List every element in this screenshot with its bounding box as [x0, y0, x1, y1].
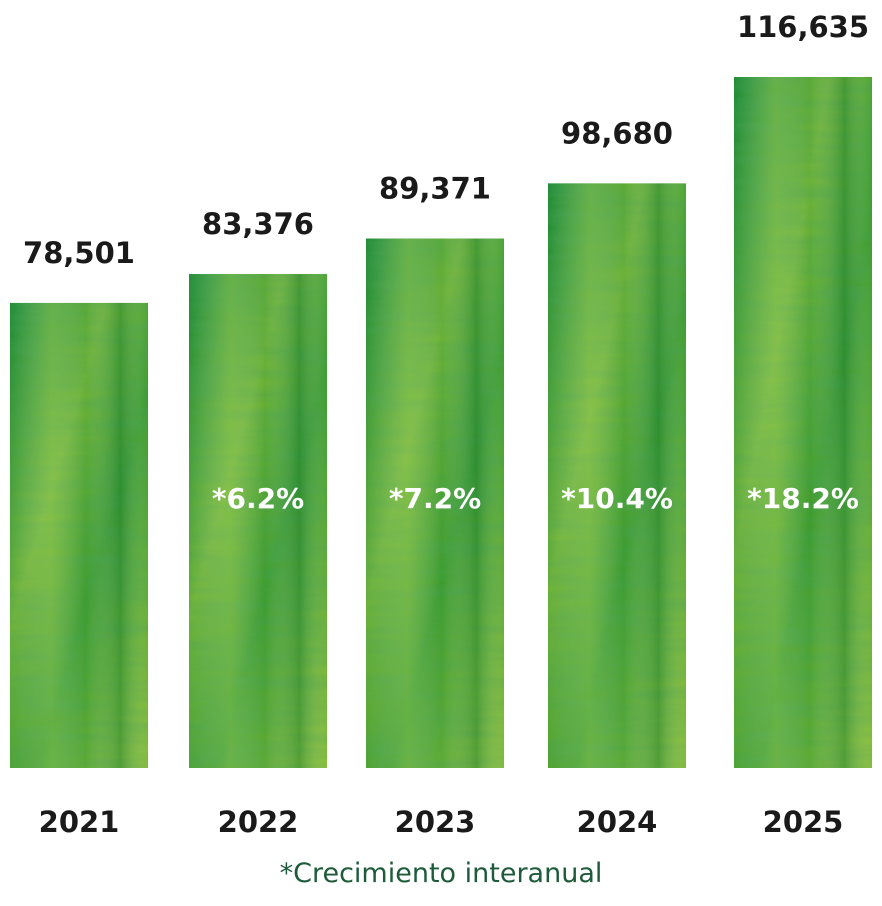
bar-2023 — [366, 238, 504, 769]
bar-texture — [548, 183, 686, 768]
growth-label: *18.2% — [747, 482, 859, 515]
growth-label: *6.2% — [212, 482, 304, 515]
category-label: 2024 — [577, 805, 658, 839]
category-label: 2025 — [763, 805, 844, 839]
bar-texture — [10, 302, 148, 768]
bar-2025 — [734, 77, 872, 768]
bar-2021 — [10, 302, 148, 768]
labels-layer: 78,501 2021 83,376 *6.2% 2022 89,371 *7.2% 2023… — [23, 10, 869, 839]
bars-layer — [10, 77, 872, 769]
category-label: 2021 — [39, 805, 120, 839]
growth-label: *10.4% — [561, 482, 673, 515]
value-label: 89,371 — [379, 172, 491, 206]
category-label: 2022 — [218, 805, 299, 839]
growth-label: *7.2% — [389, 482, 481, 515]
value-label: 83,376 — [202, 207, 314, 241]
value-label: 98,680 — [561, 116, 673, 150]
bar-2024 — [548, 183, 686, 768]
category-label: 2023 — [395, 805, 476, 839]
footnote: *Crecimiento interanual — [279, 858, 603, 889]
bar-texture — [189, 274, 327, 768]
bar-texture — [366, 238, 504, 769]
bar-2022 — [189, 274, 327, 768]
bar-texture — [734, 77, 872, 768]
value-label: 116,635 — [737, 10, 869, 44]
value-label: 78,501 — [23, 236, 135, 270]
